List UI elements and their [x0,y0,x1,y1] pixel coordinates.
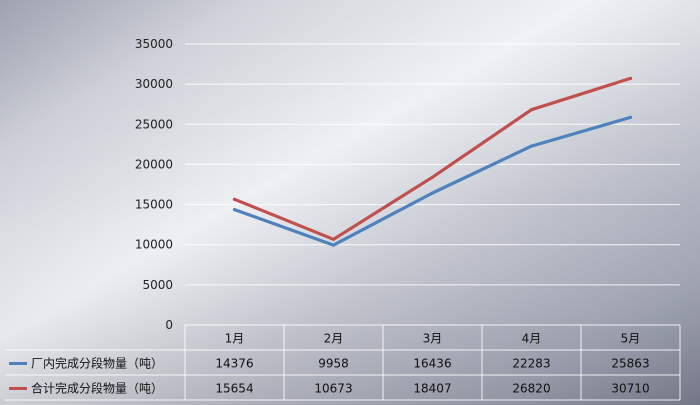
data-table-value: 9958 [318,357,349,371]
data-point [331,243,336,247]
data-table-value: 25863 [611,357,649,371]
x-category-label: 1月 [225,332,245,346]
legend-series-name: 合计完成分段物量（吨） [31,381,163,396]
y-tick-label: 0 [165,318,173,332]
y-tick-label: 5000 [142,278,173,292]
data-table-value: 22283 [512,357,550,371]
x-category-label: 5月 [621,332,641,346]
x-category-label: 3月 [423,332,443,346]
x-category-label: 4月 [522,332,542,346]
data-table-value: 15654 [215,382,253,396]
data-point [232,207,237,212]
y-tick-label: 35000 [135,37,173,51]
y-tick-label: 10000 [135,238,173,252]
data-point [628,115,633,119]
y-tick-label: 15000 [135,198,173,212]
y-axis: 0 5000 10000 15000 20000 25000 30000 35000 [135,37,173,332]
data-point [529,108,534,112]
x-category-label: 2月 [324,332,344,346]
data-point [628,76,633,81]
legend-series-name: 厂内完成分段物量（吨） [31,356,163,371]
data-point [232,197,237,201]
y-tick-label: 25000 [135,117,173,131]
data-table-value: 18407 [413,382,451,396]
series-lines [232,76,633,247]
data-point [430,175,435,179]
data-table-value: 26820 [512,382,550,396]
y-tick-label: 20000 [135,157,173,171]
y-tick-label: 30000 [135,77,173,91]
data-table-value: 14376 [215,357,253,371]
data-point [529,144,534,148]
gridlines [185,43,680,326]
data-table-value: 16436 [413,357,451,371]
data-table-value: 10673 [314,382,352,396]
data-point [430,191,435,195]
data-point [331,237,336,241]
data-table-value: 30710 [611,382,649,396]
